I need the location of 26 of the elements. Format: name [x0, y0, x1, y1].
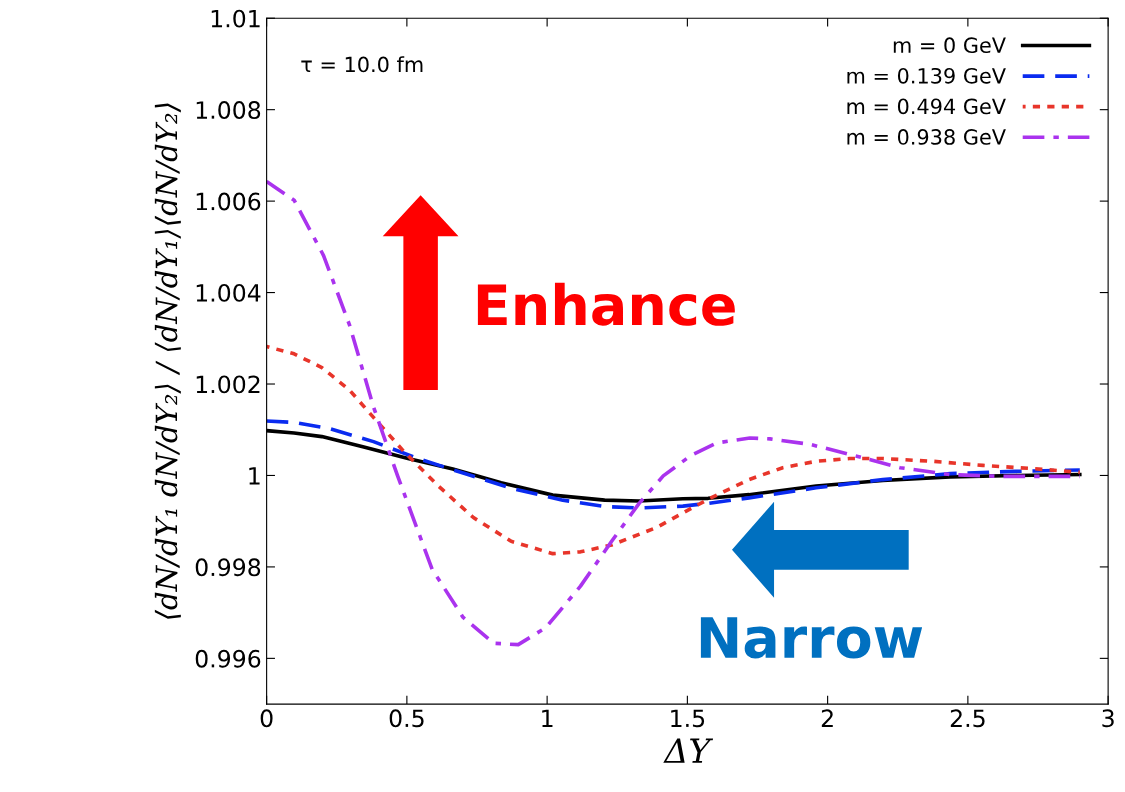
x-tick-label: 1 [542, 709, 553, 727]
line-series [266, 419, 1082, 510]
y-tick-label: 0.998 [195, 558, 261, 577]
x-tick-label: 3 [1102, 709, 1114, 728]
x-tick-label: 0 [260, 709, 273, 728]
legend-label: m = 0.938 GeV [847, 129, 1006, 145]
y-tick-label: 1.004 [196, 284, 261, 302]
x-tick-label: 0.5 [389, 709, 424, 728]
x-tick-label: 1.5 [671, 709, 705, 728]
legend-label: m = 0.139 GeV [847, 67, 1006, 84]
y-tick-label: 1.002 [196, 375, 260, 394]
y-tick-label: 1 [249, 467, 260, 485]
y-tick-label: 1.006 [196, 192, 261, 211]
x-tick-label: 2.5 [950, 709, 985, 728]
y-tick-label: 1.008 [196, 101, 261, 119]
y-tick-label: 1.01 [211, 9, 260, 28]
legend-label: m = 0.494 GeV [847, 98, 1006, 115]
y-axis-title: ⟨dN/dY₁ dN/dY₂⟩ / ⟨dN/dY₁⟩⟨dN/dY₂⟩ [154, 103, 181, 619]
legend-label: m = 0 GeV [893, 37, 1006, 54]
line-series [266, 344, 1082, 556]
annotation: Enhance [477, 282, 735, 326]
annotation: τ = 10.0 fm [301, 56, 423, 73]
y-tick-label: 0.996 [195, 649, 261, 668]
x-tick-label: 2 [821, 709, 833, 727]
x-axis-title: ΔY [663, 738, 714, 763]
annotation: Narrow [700, 617, 923, 659]
